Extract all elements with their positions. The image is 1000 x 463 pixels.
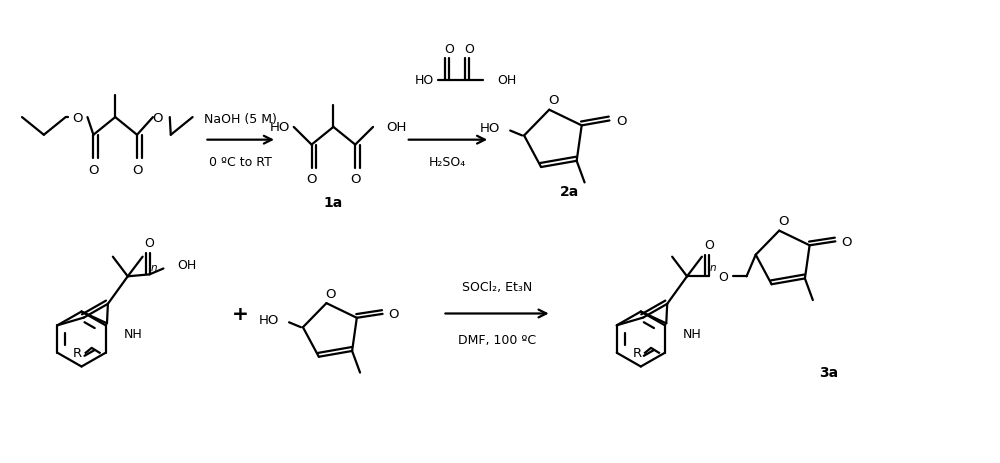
Text: 3a: 3a [819,366,838,380]
Text: O: O [325,287,336,300]
Text: O: O [704,239,714,252]
Text: O: O [616,115,627,128]
Text: O: O [88,163,99,176]
Text: n: n [709,262,716,272]
Text: O: O [153,111,163,124]
Text: O: O [350,173,360,186]
Text: 1a: 1a [324,195,343,209]
Text: 2a: 2a [560,184,579,198]
Text: O: O [548,94,558,107]
Text: O: O [444,43,454,56]
Text: n: n [150,262,157,272]
Text: HO: HO [480,122,500,135]
Text: R: R [633,346,642,359]
Text: O: O [778,215,788,228]
Text: O: O [132,163,142,176]
Text: HO: HO [259,313,279,326]
Text: R: R [73,346,82,359]
Text: OH: OH [497,74,516,87]
Text: +: + [232,304,249,323]
Text: O: O [841,235,852,248]
Text: SOCl₂, Et₃N: SOCl₂, Et₃N [462,281,532,294]
Text: OH: OH [386,121,406,134]
Text: HO: HO [414,74,434,87]
Text: HO: HO [269,121,290,134]
Text: NH: NH [124,327,143,340]
Text: O: O [145,237,154,250]
Text: O: O [718,270,728,283]
Text: O: O [388,308,399,321]
Text: OH: OH [177,258,197,271]
Text: NH: NH [683,327,702,340]
Text: O: O [464,43,474,56]
Text: H₂SO₄: H₂SO₄ [429,156,466,169]
Text: O: O [306,173,317,186]
Text: O: O [72,111,83,124]
Text: DMF, 100 ºC: DMF, 100 ºC [458,333,536,346]
Text: 0 ºC to RT: 0 ºC to RT [209,156,272,169]
Text: NaOH (5 M): NaOH (5 M) [204,113,277,125]
